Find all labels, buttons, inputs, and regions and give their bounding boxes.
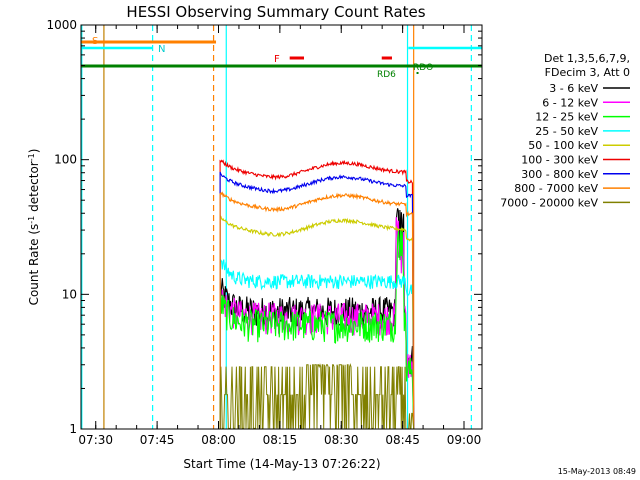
x-tick-label: 09:00 <box>447 433 482 447</box>
series-lines <box>219 159 415 430</box>
rdo-label: RDO <box>413 63 433 73</box>
x-tick-label: 07:45 <box>140 433 175 447</box>
y-axis-label-mid: detector <box>27 161 41 216</box>
series-line-7000-20000-kev <box>219 363 415 430</box>
series-line-100-300-kev <box>219 159 415 430</box>
series-line-300-800-kev <box>219 171 415 430</box>
legend-entry-label: 6 - 12 keV <box>542 96 598 109</box>
legend-entry-label: 100 - 300 keV <box>521 154 598 167</box>
marker-bars <box>81 25 482 429</box>
saa-label: S <box>92 36 98 47</box>
legend-entry-label: 50 - 100 keV <box>528 139 598 152</box>
x-tick-label: 08:30 <box>324 433 359 447</box>
series-line-12-25-kev <box>219 227 415 430</box>
x-axis-label: Start Time (14-May-13 07:26:22) <box>183 457 380 471</box>
legend-entry-label: 3 - 6 keV <box>549 82 598 95</box>
series-line-50-100-kev <box>219 214 415 430</box>
y-axis-label: Count Rate (s-1 detector-1) <box>27 149 42 306</box>
y-tick-label: 10 <box>62 287 77 301</box>
y-tick-label: 100 <box>54 153 77 167</box>
legend-entry-label: 800 - 7000 keV <box>514 182 598 195</box>
y-axis-label-sup1: -1 <box>27 216 36 224</box>
x-tick-label: 08:15 <box>263 433 298 447</box>
generation-timestamp: 15-May-2013 08:49 <box>558 467 636 476</box>
series-line-800-7000-kev <box>219 191 415 430</box>
legend-header-1: Det 1,3,5,6,7,9, <box>544 52 630 65</box>
legend-entry-label: 300 - 800 keV <box>521 168 598 181</box>
legend-entry-label: 12 - 25 keV <box>535 111 598 124</box>
series-line-6-12-kev <box>219 217 415 430</box>
chart-title: HESSI Observing Summary Count Rates <box>126 3 425 21</box>
y-tick-label: 1000 <box>46 18 77 32</box>
y-tick-label: 1 <box>69 422 77 436</box>
y-axis: 1 10 100 1000 <box>46 18 482 436</box>
y-axis-label-end: ) <box>27 149 41 154</box>
legend: Det 1,3,5,6,7,9, FDecim 3, Att 0 3 - 6 k… <box>500 52 630 209</box>
x-tick-label: 08:00 <box>201 433 236 447</box>
annotations: S N F RD6 RDO <box>92 36 433 80</box>
x-tick-label: 08:45 <box>385 433 420 447</box>
y-axis-label-sup2: -1 <box>27 153 36 161</box>
x-tick-label: 07:30 <box>78 433 113 447</box>
legend-entry-label: 25 - 50 keV <box>535 125 598 138</box>
legend-header-2: FDecim 3, Att 0 <box>545 66 630 79</box>
plot-frame <box>80 24 483 430</box>
flare-label: F <box>274 54 280 65</box>
series-line-25-50-kev <box>219 258 415 430</box>
rd6-label: RD6 <box>377 70 396 80</box>
night-label: N <box>158 44 165 55</box>
rd6-marker <box>416 72 419 74</box>
legend-entry-label: 7000 - 20000 keV <box>500 196 598 209</box>
y-axis-label-main: Count Rate (s <box>27 224 41 306</box>
x-axis: 07:30 07:45 08:00 08:15 08:30 08:45 09:00 <box>78 25 481 447</box>
